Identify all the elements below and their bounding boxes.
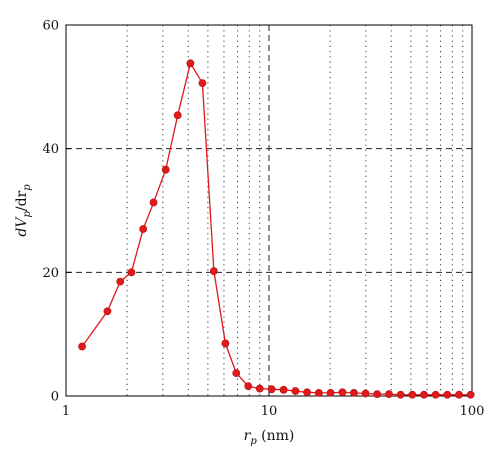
data-point [267, 385, 276, 394]
y-axis-title-subscript-1: p [22, 211, 33, 218]
data-series [78, 59, 475, 399]
data-point [221, 339, 230, 348]
data-point [198, 79, 207, 88]
data-point [161, 165, 170, 174]
data-point [466, 390, 475, 399]
y-tick-label: 20 [42, 266, 59, 281]
data-point [255, 384, 264, 393]
x-axis-title: rp (nm) [244, 428, 295, 447]
y-tick-label: 40 [42, 142, 59, 157]
y-tick-label: 60 [42, 19, 59, 34]
data-point [396, 390, 405, 399]
data-point [291, 387, 300, 395]
data-point [443, 390, 452, 399]
data-point [139, 225, 148, 233]
y-axis-title-subscript-2: p [22, 184, 33, 191]
y-tick-label: 0 [51, 390, 59, 405]
data-point [149, 198, 158, 207]
data-point [279, 385, 288, 394]
data-point [326, 389, 335, 397]
data-point [361, 389, 370, 398]
grid-lines [66, 25, 472, 396]
data-point [173, 111, 182, 120]
data-point [127, 268, 136, 277]
data-point [186, 59, 195, 68]
data-point [103, 307, 112, 316]
data-point [303, 388, 311, 397]
data-point [420, 390, 428, 399]
x-tick-label: 1 [62, 404, 70, 419]
data-point [232, 369, 241, 378]
y-axis-title-mid: /dr [14, 190, 30, 211]
data-point [385, 390, 393, 399]
y-axis-title: dVp/drp [14, 184, 33, 237]
y-axis-title-prefix: dV [14, 216, 30, 237]
data-point [244, 382, 253, 391]
data-point [116, 277, 125, 286]
data-point [408, 390, 417, 399]
data-point [373, 390, 382, 399]
data-point [78, 342, 86, 351]
x-axis-title-subscript: p [250, 436, 257, 447]
x-axis-title-unit: (nm) [257, 428, 295, 444]
data-point [209, 267, 218, 275]
data-point [350, 389, 358, 397]
data-point [431, 390, 440, 399]
x-tick-label: 10 [261, 404, 278, 419]
data-point [455, 390, 463, 399]
x-tick-label: 100 [460, 404, 485, 419]
axis-ticks: 0 20 40 60 1 10 100 [42, 19, 484, 420]
data-point [314, 389, 323, 397]
x-axis-title-main: r [244, 428, 252, 444]
data-point [338, 388, 347, 397]
